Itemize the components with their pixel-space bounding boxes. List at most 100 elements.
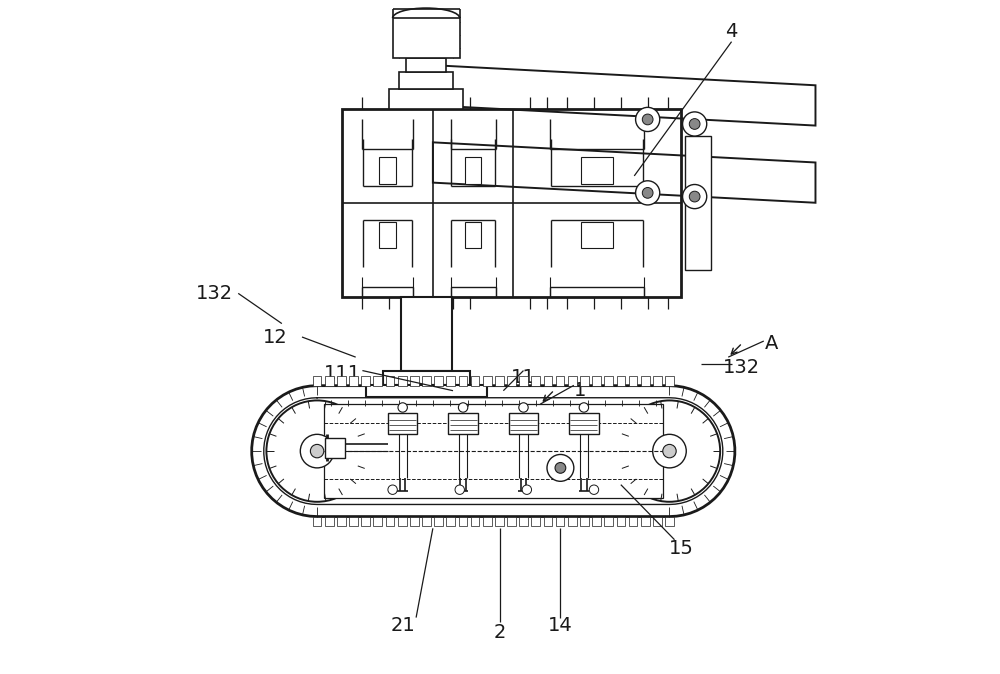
Bar — [495, 516, 504, 526]
Bar — [617, 376, 625, 386]
Bar — [459, 376, 467, 386]
Bar — [629, 376, 637, 386]
Bar — [349, 376, 358, 386]
Bar — [568, 516, 577, 526]
Text: 14: 14 — [548, 616, 573, 635]
Circle shape — [642, 187, 653, 198]
Bar — [448, 413, 478, 434]
Bar — [366, 386, 487, 398]
Bar — [398, 376, 407, 386]
Bar — [383, 371, 470, 386]
Bar — [544, 516, 552, 526]
Bar — [665, 376, 674, 386]
Circle shape — [683, 112, 707, 136]
Bar — [569, 413, 599, 434]
Bar — [653, 376, 662, 386]
Circle shape — [555, 462, 566, 473]
Text: 12: 12 — [263, 328, 288, 346]
Circle shape — [683, 185, 707, 209]
Bar — [685, 135, 711, 270]
Bar — [580, 516, 589, 526]
Bar — [324, 404, 663, 498]
Text: 15: 15 — [669, 539, 694, 558]
Bar — [604, 376, 613, 386]
Text: 21: 21 — [390, 616, 415, 635]
Bar — [446, 376, 455, 386]
Bar — [471, 516, 479, 526]
Bar — [422, 376, 431, 386]
Bar — [325, 376, 334, 386]
Bar — [519, 516, 528, 526]
Circle shape — [619, 400, 720, 501]
Bar — [629, 516, 637, 526]
Circle shape — [310, 444, 324, 458]
Text: 132: 132 — [723, 358, 760, 377]
Bar — [373, 376, 382, 386]
Circle shape — [636, 107, 660, 131]
Text: 2: 2 — [494, 623, 506, 642]
Bar — [531, 376, 540, 386]
Bar — [592, 376, 601, 386]
Circle shape — [642, 114, 653, 125]
Bar — [379, 222, 396, 249]
Bar — [406, 59, 446, 72]
Bar — [568, 376, 577, 386]
Bar — [379, 157, 396, 184]
Bar — [604, 516, 613, 526]
Circle shape — [579, 403, 589, 412]
Bar — [373, 516, 382, 526]
Bar — [399, 72, 453, 89]
Text: 111: 111 — [324, 365, 361, 384]
Bar — [556, 516, 564, 526]
Text: 4: 4 — [725, 22, 738, 41]
Text: 1: 1 — [574, 381, 587, 400]
Circle shape — [547, 454, 574, 481]
Bar — [313, 516, 321, 526]
Text: 11: 11 — [511, 368, 536, 387]
Circle shape — [522, 485, 532, 495]
Bar — [544, 376, 552, 386]
Bar — [342, 109, 681, 297]
Bar — [459, 516, 467, 526]
Bar — [349, 516, 358, 526]
Bar — [519, 376, 528, 386]
Polygon shape — [252, 386, 735, 516]
Bar — [471, 376, 479, 386]
Bar — [581, 157, 613, 184]
Bar — [361, 516, 370, 526]
Bar — [507, 376, 516, 386]
Circle shape — [300, 434, 334, 468]
Bar — [483, 516, 492, 526]
Bar — [410, 516, 419, 526]
Bar — [641, 376, 650, 386]
Bar — [401, 297, 452, 371]
Bar — [507, 516, 516, 526]
Bar — [410, 376, 419, 386]
Circle shape — [388, 485, 397, 495]
Bar — [388, 413, 417, 434]
Bar — [434, 516, 443, 526]
Bar — [386, 516, 394, 526]
Circle shape — [455, 485, 464, 495]
Bar — [361, 376, 370, 386]
Bar — [398, 516, 407, 526]
Bar — [531, 516, 540, 526]
Circle shape — [653, 434, 686, 468]
Bar — [653, 516, 662, 526]
Bar — [495, 376, 504, 386]
Circle shape — [589, 485, 599, 495]
Text: 132: 132 — [196, 284, 233, 303]
Circle shape — [458, 403, 468, 412]
Circle shape — [636, 181, 660, 205]
Bar — [483, 376, 492, 386]
Bar — [422, 516, 431, 526]
Polygon shape — [264, 398, 723, 504]
Bar — [389, 89, 463, 109]
Bar — [386, 376, 394, 386]
Bar — [665, 516, 674, 526]
Bar — [581, 222, 613, 249]
Bar — [337, 516, 346, 526]
Bar — [313, 376, 321, 386]
Bar — [325, 437, 345, 458]
Circle shape — [266, 400, 368, 501]
